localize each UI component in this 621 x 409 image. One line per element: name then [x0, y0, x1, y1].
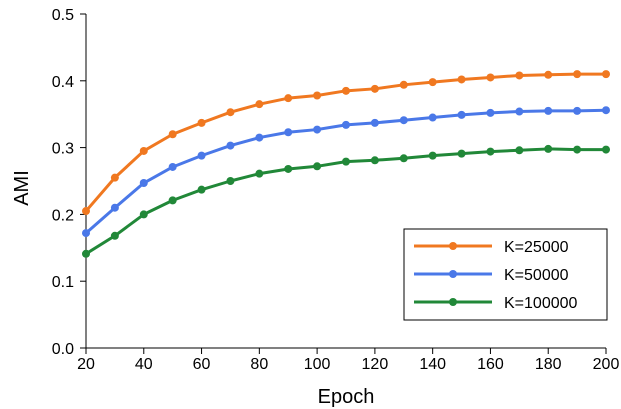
- x-tick-label: 160: [477, 356, 504, 373]
- x-tick-label: 20: [77, 356, 95, 373]
- series-3: [82, 144, 610, 258]
- data-point: [515, 71, 524, 80]
- series-layer: [82, 70, 610, 258]
- data-point: [110, 173, 119, 182]
- x-tick-label: 120: [362, 356, 389, 373]
- data-point: [457, 75, 466, 84]
- x-tick-label: 100: [304, 356, 331, 373]
- data-point: [486, 108, 495, 117]
- series-2: [82, 106, 610, 238]
- x-tick-label: 40: [135, 356, 153, 373]
- y-tick-label: 0.0: [52, 341, 74, 358]
- data-point: [82, 229, 90, 238]
- series-1: [82, 70, 610, 216]
- data-point: [139, 210, 148, 219]
- data-point: [428, 151, 437, 160]
- data-point: [226, 108, 235, 117]
- data-point: [602, 106, 610, 115]
- data-point: [342, 86, 350, 95]
- data-point: [399, 154, 408, 163]
- data-point: [139, 179, 148, 188]
- data-point: [313, 125, 322, 134]
- data-point: [110, 203, 119, 212]
- data-point: [197, 118, 206, 127]
- legend-swatch-marker: [449, 270, 457, 278]
- data-point: [399, 80, 408, 89]
- x-tick-label: 80: [250, 356, 268, 373]
- data-point: [82, 249, 90, 258]
- data-point: [544, 70, 553, 79]
- data-point: [573, 106, 582, 115]
- data-point: [544, 106, 553, 115]
- data-point: [284, 128, 293, 137]
- legend-swatch-marker: [449, 242, 457, 250]
- data-point: [82, 207, 90, 216]
- y-tick-label: 0.3: [52, 141, 74, 158]
- data-point: [284, 94, 293, 103]
- data-point: [515, 107, 524, 116]
- data-point: [573, 145, 582, 154]
- data-point: [486, 73, 495, 82]
- data-point: [255, 169, 264, 178]
- data-point: [139, 146, 148, 155]
- data-point: [544, 144, 553, 153]
- data-point: [370, 156, 379, 165]
- data-point: [255, 133, 264, 142]
- y-tick-label: 0.4: [52, 74, 74, 91]
- data-point: [428, 78, 437, 87]
- legend-swatch-marker: [449, 298, 457, 306]
- x-axis-title: Epoch: [318, 386, 375, 408]
- data-point: [284, 164, 293, 173]
- y-tick-label: 0.2: [52, 207, 74, 224]
- data-point: [602, 145, 610, 154]
- data-point: [226, 141, 235, 150]
- data-point: [573, 70, 582, 79]
- axes: 0.0 0.1 0.2 0.3 0.4 0.5 20 40 60 80 100 120 140 160 18…: [52, 7, 620, 373]
- data-point: [370, 84, 379, 93]
- data-point: [168, 130, 177, 139]
- data-point: [428, 113, 437, 122]
- legend: K=25000 K=50000 K=100000: [403, 228, 608, 321]
- y-tick-label: 0.1: [52, 274, 74, 291]
- y-tick-label: 0.5: [52, 7, 74, 24]
- data-point: [110, 231, 119, 240]
- data-point: [255, 100, 264, 109]
- data-point: [486, 147, 495, 156]
- x-tick-label: 140: [419, 356, 446, 373]
- y-axis-title: AMI: [11, 170, 33, 206]
- legend-label: K=25000: [504, 239, 569, 256]
- data-point: [168, 196, 177, 205]
- x-tick-label: 60: [193, 356, 211, 373]
- data-point: [342, 120, 350, 129]
- data-point: [168, 162, 177, 171]
- data-point: [602, 70, 610, 79]
- x-tick-label: 180: [535, 356, 562, 373]
- data-point: [370, 118, 379, 127]
- data-point: [197, 151, 206, 160]
- data-point: [457, 110, 466, 119]
- data-point: [342, 157, 350, 166]
- data-point: [197, 185, 206, 194]
- x-tick-label: 200: [593, 356, 620, 373]
- data-point: [399, 116, 408, 125]
- legend-label: K=50000: [504, 267, 569, 284]
- data-point: [515, 146, 524, 155]
- data-point: [457, 149, 466, 158]
- data-point: [313, 162, 322, 171]
- data-point: [226, 177, 235, 185]
- data-point: [313, 91, 322, 100]
- legend-label: K=100000: [504, 295, 578, 312]
